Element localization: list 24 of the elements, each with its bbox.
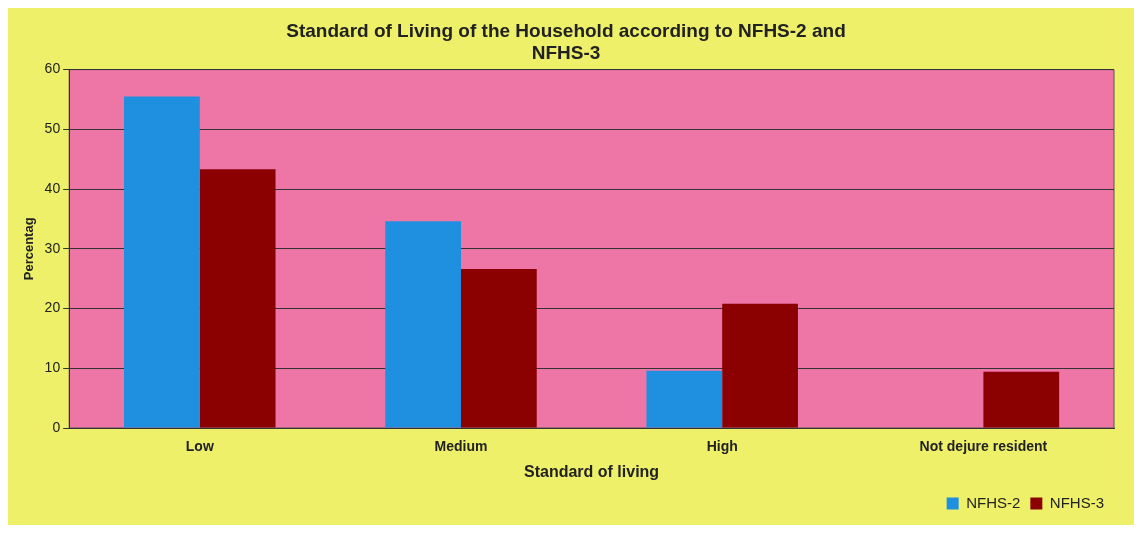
bar: [722, 303, 798, 428]
bar: [385, 221, 461, 428]
bar: [460, 269, 537, 428]
y-tick-label: 0: [52, 418, 61, 435]
y-axis-title: Percentag: [21, 217, 37, 281]
y-tick-label: 10: [44, 359, 61, 376]
x-axis-title: Standard of living: [524, 462, 660, 480]
y-tick-label: 50: [44, 120, 61, 137]
text: NFHS-3: [531, 42, 601, 64]
x-tick-label: Not dejure resident: [919, 438, 1048, 455]
y-tick-label: 20: [44, 299, 61, 316]
x-tick-label: Low: [185, 438, 214, 455]
legend-label: NFHS-2: [966, 493, 1021, 511]
y-tick-label: 40: [44, 179, 61, 196]
x-tick-label: High: [706, 438, 738, 455]
text: Standard of Living of the Household according to NFHS-2 and: [286, 19, 846, 41]
y-tick-label: 60: [44, 60, 61, 77]
y-tick-label: 30: [44, 239, 61, 256]
bar: [983, 371, 1060, 428]
bar: [124, 96, 200, 428]
bar: [646, 370, 723, 428]
legend-label: NFHS-3: [1049, 493, 1104, 511]
x-tick-label: Medium: [434, 438, 488, 455]
bar: [199, 169, 276, 428]
